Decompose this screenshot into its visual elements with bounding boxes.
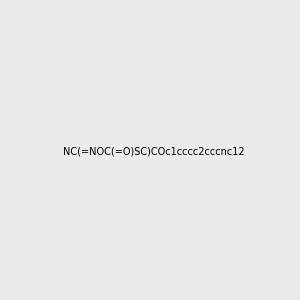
Text: NC(=NOC(=O)SC)COc1cccc2cccnc12: NC(=NOC(=O)SC)COc1cccc2cccnc12 [63,146,244,157]
